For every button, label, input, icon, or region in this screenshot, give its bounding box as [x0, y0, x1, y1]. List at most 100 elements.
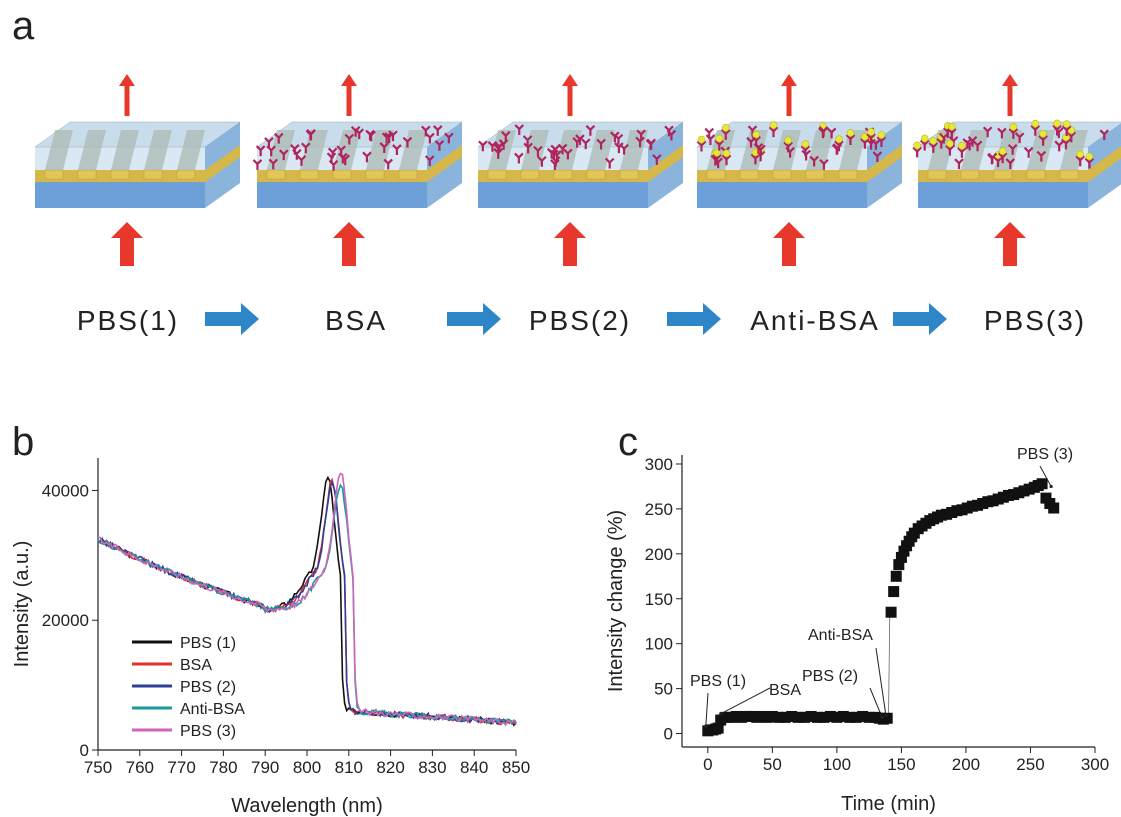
- data-point: [779, 711, 791, 723]
- panel-c-label: c: [618, 420, 638, 464]
- bsa-molecule: [268, 158, 279, 170]
- annotation-arrowhead: [704, 724, 708, 728]
- input-arrow-head: [994, 222, 1026, 238]
- grating-ridge: [739, 169, 759, 180]
- bsa-molecule: [523, 142, 533, 154]
- grating-wall: [1060, 130, 1088, 170]
- bsa-molecule: [1023, 146, 1034, 158]
- data-point: [799, 711, 811, 723]
- annotation-arrowhead: [1049, 484, 1053, 489]
- bsa-molecule: [1084, 157, 1095, 169]
- y-tick-label: 50: [654, 680, 673, 699]
- bsa-molecule: [1014, 132, 1025, 144]
- input-arrow-shaft: [1003, 236, 1017, 266]
- series-line-4: [97, 472, 517, 727]
- data-point: [890, 570, 902, 582]
- chip-3: [477, 74, 684, 266]
- bsa-molecule: [1075, 155, 1085, 167]
- output-arrow-shaft: [346, 84, 352, 116]
- bsa-molecule: [1066, 131, 1077, 143]
- annotation-arrow: [1039, 465, 1052, 487]
- bsa-molecule: [746, 136, 756, 148]
- bsa-molecule: [652, 154, 662, 165]
- bsa-molecule: [712, 153, 722, 165]
- bsa-molecule: [753, 143, 764, 154]
- bsa-molecule: [783, 141, 793, 153]
- grating-wall: [144, 130, 172, 170]
- antibody-molecule: [1053, 119, 1061, 128]
- y-axis-title: Intensity (a.u.): [11, 541, 33, 668]
- antibody-molecule: [877, 131, 886, 139]
- data-point: [773, 711, 785, 723]
- bsa-molecule: [866, 133, 876, 144]
- bsa-molecule: [350, 125, 361, 137]
- data-point: [893, 559, 905, 571]
- grating-ridge: [520, 169, 540, 180]
- data-point: [863, 711, 875, 723]
- bsa-molecule: [1005, 158, 1016, 169]
- legend-label: BSA: [180, 657, 212, 674]
- bsa-molecule: [800, 145, 811, 157]
- antibody-molecule: [948, 122, 956, 131]
- x-tick-label: 840: [460, 758, 488, 777]
- bsa-molecule: [563, 148, 573, 160]
- annotation-arrow: [875, 647, 887, 716]
- grating-wall: [333, 130, 361, 170]
- grating-ridge: [44, 169, 64, 180]
- bsa-molecule: [939, 132, 949, 144]
- antibody-molecule: [946, 139, 954, 148]
- grating-ridge: [772, 169, 792, 180]
- bsa-molecule: [498, 139, 509, 150]
- data-point: [812, 711, 824, 723]
- antibody-molecule: [721, 124, 730, 132]
- bsa-molecule: [614, 142, 624, 154]
- input-arrow-head: [773, 222, 805, 238]
- bsa-molecule: [809, 155, 819, 167]
- input-arrow-head: [554, 222, 586, 238]
- output-arrow-shaft: [124, 84, 130, 116]
- y-tick-label: 0: [664, 725, 673, 744]
- bsa-molecule: [705, 134, 716, 146]
- grating-ridge: [299, 169, 319, 180]
- grating-wall: [994, 130, 1022, 170]
- chip-5: [912, 74, 1121, 266]
- bsa-molecule: [296, 155, 307, 166]
- bsa-molecule: [301, 142, 311, 154]
- output-arrow-head: [562, 74, 578, 86]
- panel-b-label: b: [12, 420, 35, 464]
- antibody-molecule: [846, 129, 855, 137]
- annotation-arrowhead: [880, 715, 884, 719]
- bsa-molecule: [392, 144, 402, 155]
- annotation-label: Anti-BSA: [808, 627, 873, 644]
- antibody-molecule: [913, 141, 921, 150]
- bsa-molecule: [306, 128, 316, 140]
- data-point: [818, 711, 830, 723]
- grating-ridge: [398, 169, 418, 180]
- antibody-molecule: [715, 134, 724, 143]
- bsa-molecule: [444, 132, 454, 144]
- process-arrow-icon: [893, 303, 947, 335]
- data-point: [766, 710, 778, 722]
- output-arrow-shaft: [786, 84, 792, 116]
- bsa-molecule: [379, 142, 390, 153]
- input-arrow-shaft: [563, 236, 577, 266]
- injection-line: [888, 612, 891, 719]
- output-arrow-head: [781, 74, 797, 86]
- bsa-molecule: [993, 156, 1003, 168]
- x-tick-label: 250: [1016, 755, 1044, 774]
- bsa-molecule: [328, 159, 339, 171]
- bsa-molecule: [610, 131, 620, 143]
- data-point: [857, 710, 869, 722]
- bsa-molecule: [957, 147, 967, 158]
- bsa-molecule: [1061, 125, 1072, 137]
- bsa-molecule: [871, 139, 881, 150]
- kinetics-chart: 0 50 100 150 200 250 300 0 50 100 150 200 250 300 Time…: [605, 446, 1109, 815]
- bsa-molecule: [585, 124, 596, 136]
- grating-wall: [78, 130, 106, 170]
- antibody-molecule: [1076, 150, 1085, 159]
- annotation-label: PBS (2): [802, 668, 858, 685]
- y-tick-label: 100: [645, 635, 673, 654]
- bsa-molecule: [962, 138, 973, 149]
- schematic-panel-a: [34, 74, 1121, 335]
- y-tick-label: 0: [80, 741, 89, 760]
